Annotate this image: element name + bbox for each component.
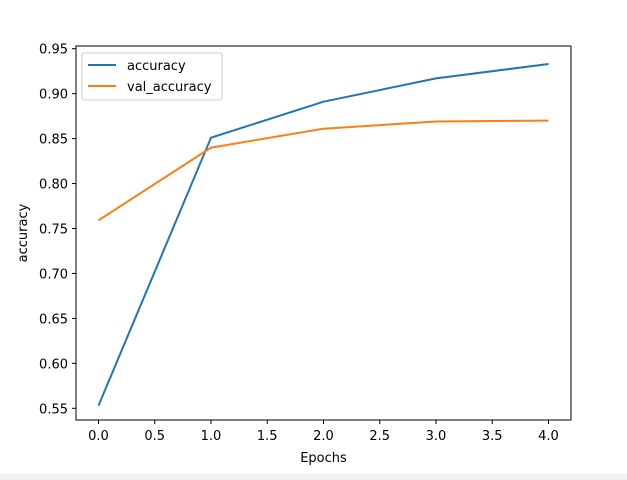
y-tick-label-1: 0.60	[39, 357, 68, 372]
bottom-bar	[0, 474, 627, 480]
x-tick-label-4: 2.0	[313, 429, 334, 444]
y-tick-label-6: 0.85	[39, 133, 68, 148]
series-line-accuracy	[97, 63, 549, 406]
plot-area	[75, 45, 572, 421]
legend: accuracy val_accuracy	[81, 52, 223, 101]
x-axis-ticks: 0.0 0.5 1.0 1.5 2.0 2.5 3.0 3.5 4.0	[88, 420, 559, 444]
x-tick-label-5: 2.5	[369, 429, 390, 444]
y-tick-label-7: 0.90	[39, 88, 68, 103]
y-tick-label-0: 0.55	[39, 402, 68, 417]
y-tick-label-4: 0.75	[39, 223, 68, 238]
x-tick-label-3: 1.5	[257, 429, 278, 444]
y-tick-label-3: 0.70	[39, 267, 68, 282]
x-axis-label: Epochs	[300, 451, 347, 466]
legend-box	[81, 52, 223, 101]
series-lines	[97, 63, 549, 406]
y-tick-label-2: 0.65	[39, 312, 68, 327]
y-axis-ticks: 0.55 0.60 0.65 0.70 0.75 0.80 0.85 0.90 0.95	[39, 43, 76, 417]
x-tick-label-1: 0.5	[144, 429, 165, 444]
x-tick-label-7: 3.5	[482, 429, 503, 444]
series-line-val-accuracy	[97, 119, 549, 222]
x-tick-label-0: 0.0	[88, 429, 109, 444]
x-tick-label-8: 4.0	[538, 429, 559, 444]
y-axis-label: accuracy	[16, 203, 31, 262]
y-tick-label-5: 0.80	[39, 178, 68, 193]
legend-label-accuracy: accuracy	[127, 59, 186, 74]
y-tick-label-8: 0.95	[39, 43, 68, 58]
x-tick-label-6: 3.0	[426, 429, 447, 444]
x-tick-label-2: 1.0	[201, 429, 222, 444]
legend-label-val-accuracy: val_accuracy	[127, 80, 212, 95]
